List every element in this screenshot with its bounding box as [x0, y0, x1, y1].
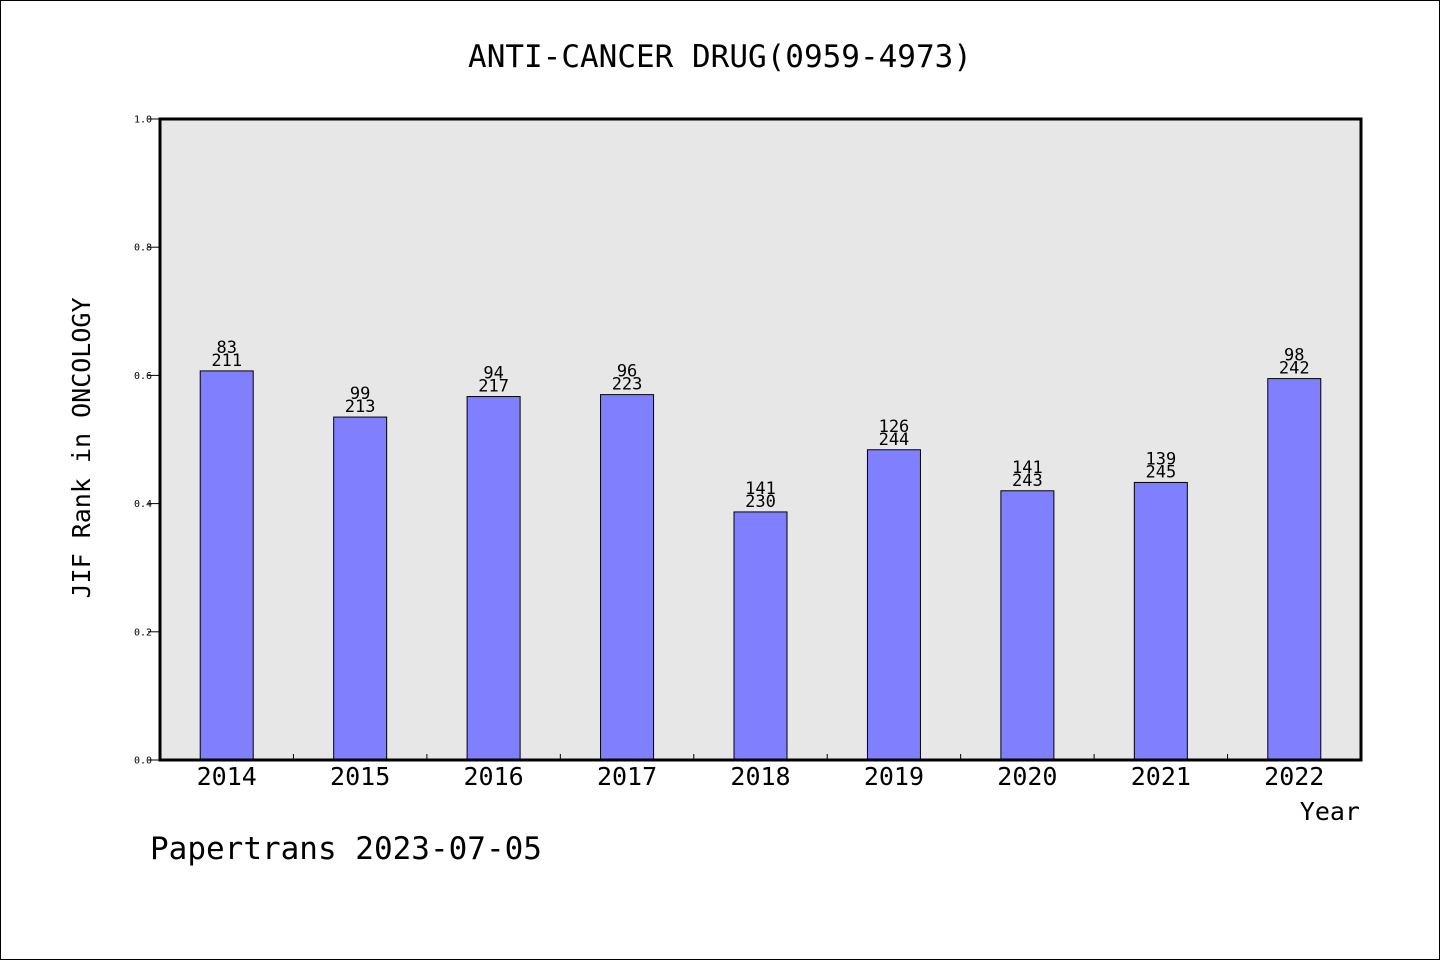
bar: [600, 394, 655, 761]
x-tick-label: 2022: [1264, 762, 1324, 791]
plot-frame: [158, 117, 1363, 762]
bar-rank-label: 96: [617, 362, 637, 382]
bar: [466, 396, 521, 761]
x-tick-label: 2021: [1131, 762, 1191, 791]
bar-total-label: 242: [1279, 359, 1310, 379]
bar-total-label: 243: [1012, 471, 1043, 491]
bar-total-label: 217: [478, 377, 509, 397]
y-tick-label: 0.2: [134, 627, 152, 638]
bar: [733, 511, 788, 761]
x-tick-label: 2020: [997, 762, 1057, 791]
y-axis-label: JIF Rank in ONCOLOGY: [67, 297, 96, 598]
bar-rank-label: 99: [350, 384, 370, 404]
bar-rank-label: 141: [745, 479, 776, 499]
bar-total-label: 223: [612, 375, 643, 395]
x-axis-label: Year: [1300, 797, 1360, 826]
bar-rank-label: 94: [483, 364, 503, 384]
bar-rank-label: 98: [1284, 346, 1304, 366]
x-tick-label: 2015: [330, 762, 390, 791]
bar-rank-label: 126: [879, 417, 910, 437]
bar-total-label: 213: [345, 397, 376, 417]
x-tick-label: 2019: [864, 762, 924, 791]
bar: [1267, 378, 1322, 761]
x-tick-label: 2014: [197, 762, 257, 791]
bar-total-label: 244: [879, 430, 910, 450]
y-tick-label: 0.8: [134, 243, 152, 254]
bar-rank-label: 83: [216, 338, 236, 358]
y-tick-label: 0.4: [134, 499, 152, 510]
y-tick-label: 0.0: [134, 756, 152, 767]
bar-rank-label: 141: [1012, 458, 1043, 478]
chart-title: ANTI-CANCER DRUG(0959-4973): [468, 39, 972, 75]
x-tick-label: 2016: [464, 762, 524, 791]
y-tick-label: 1.0: [134, 115, 152, 126]
bar: [866, 449, 921, 761]
bar: [199, 370, 254, 761]
bar-total-label: 211: [211, 351, 242, 371]
bar-rank-label: 139: [1145, 449, 1176, 469]
bar-total-label: 245: [1145, 462, 1176, 482]
bar-total-label: 230: [745, 492, 776, 512]
bar: [1000, 490, 1055, 761]
x-tick-label: 2017: [597, 762, 657, 791]
footer-source-date: Papertrans 2023-07-05: [150, 831, 542, 867]
x-tick-label: 2018: [730, 762, 790, 791]
bar: [1133, 481, 1188, 761]
bar: [333, 416, 388, 761]
y-tick-label: 0.6: [134, 371, 152, 382]
